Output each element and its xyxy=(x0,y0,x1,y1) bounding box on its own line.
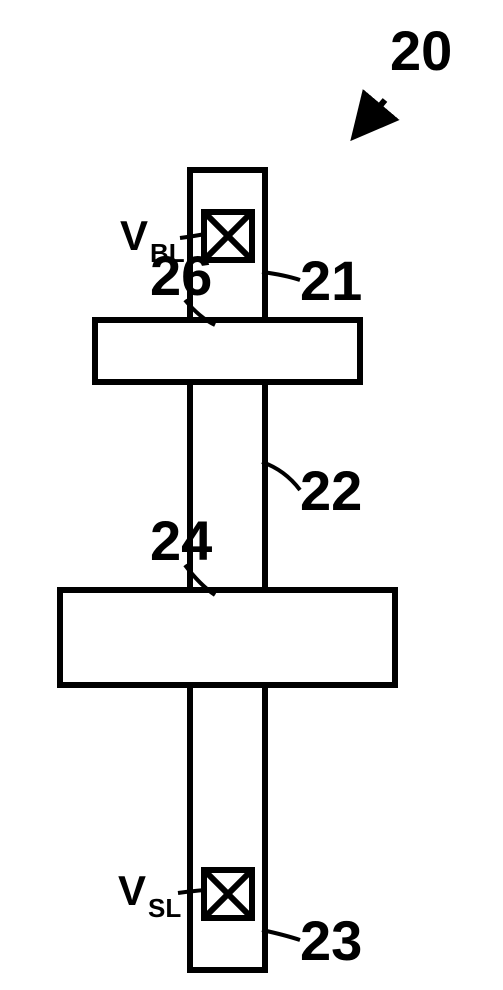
vsl-base: V xyxy=(118,867,146,914)
label-vbl: VBL xyxy=(120,212,185,268)
figure-arrow xyxy=(358,100,385,132)
vbl-sub: BL xyxy=(150,238,185,268)
label-vsl: VSL xyxy=(118,867,181,923)
label-24: 24 xyxy=(150,509,212,572)
gate-wide xyxy=(60,590,395,685)
vbl-base: V xyxy=(120,212,148,259)
contact-bottom xyxy=(204,870,252,918)
transistor-layout-diagram: 20 24 26 22 21 23 VBL VSL xyxy=(0,0,503,990)
vsl-sub: SL xyxy=(148,893,181,923)
label-21: 21 xyxy=(300,249,362,312)
label-22: 22 xyxy=(300,459,362,522)
label-20: 20 xyxy=(390,19,452,82)
gate-narrow xyxy=(95,320,360,382)
label-23: 23 xyxy=(300,909,362,972)
